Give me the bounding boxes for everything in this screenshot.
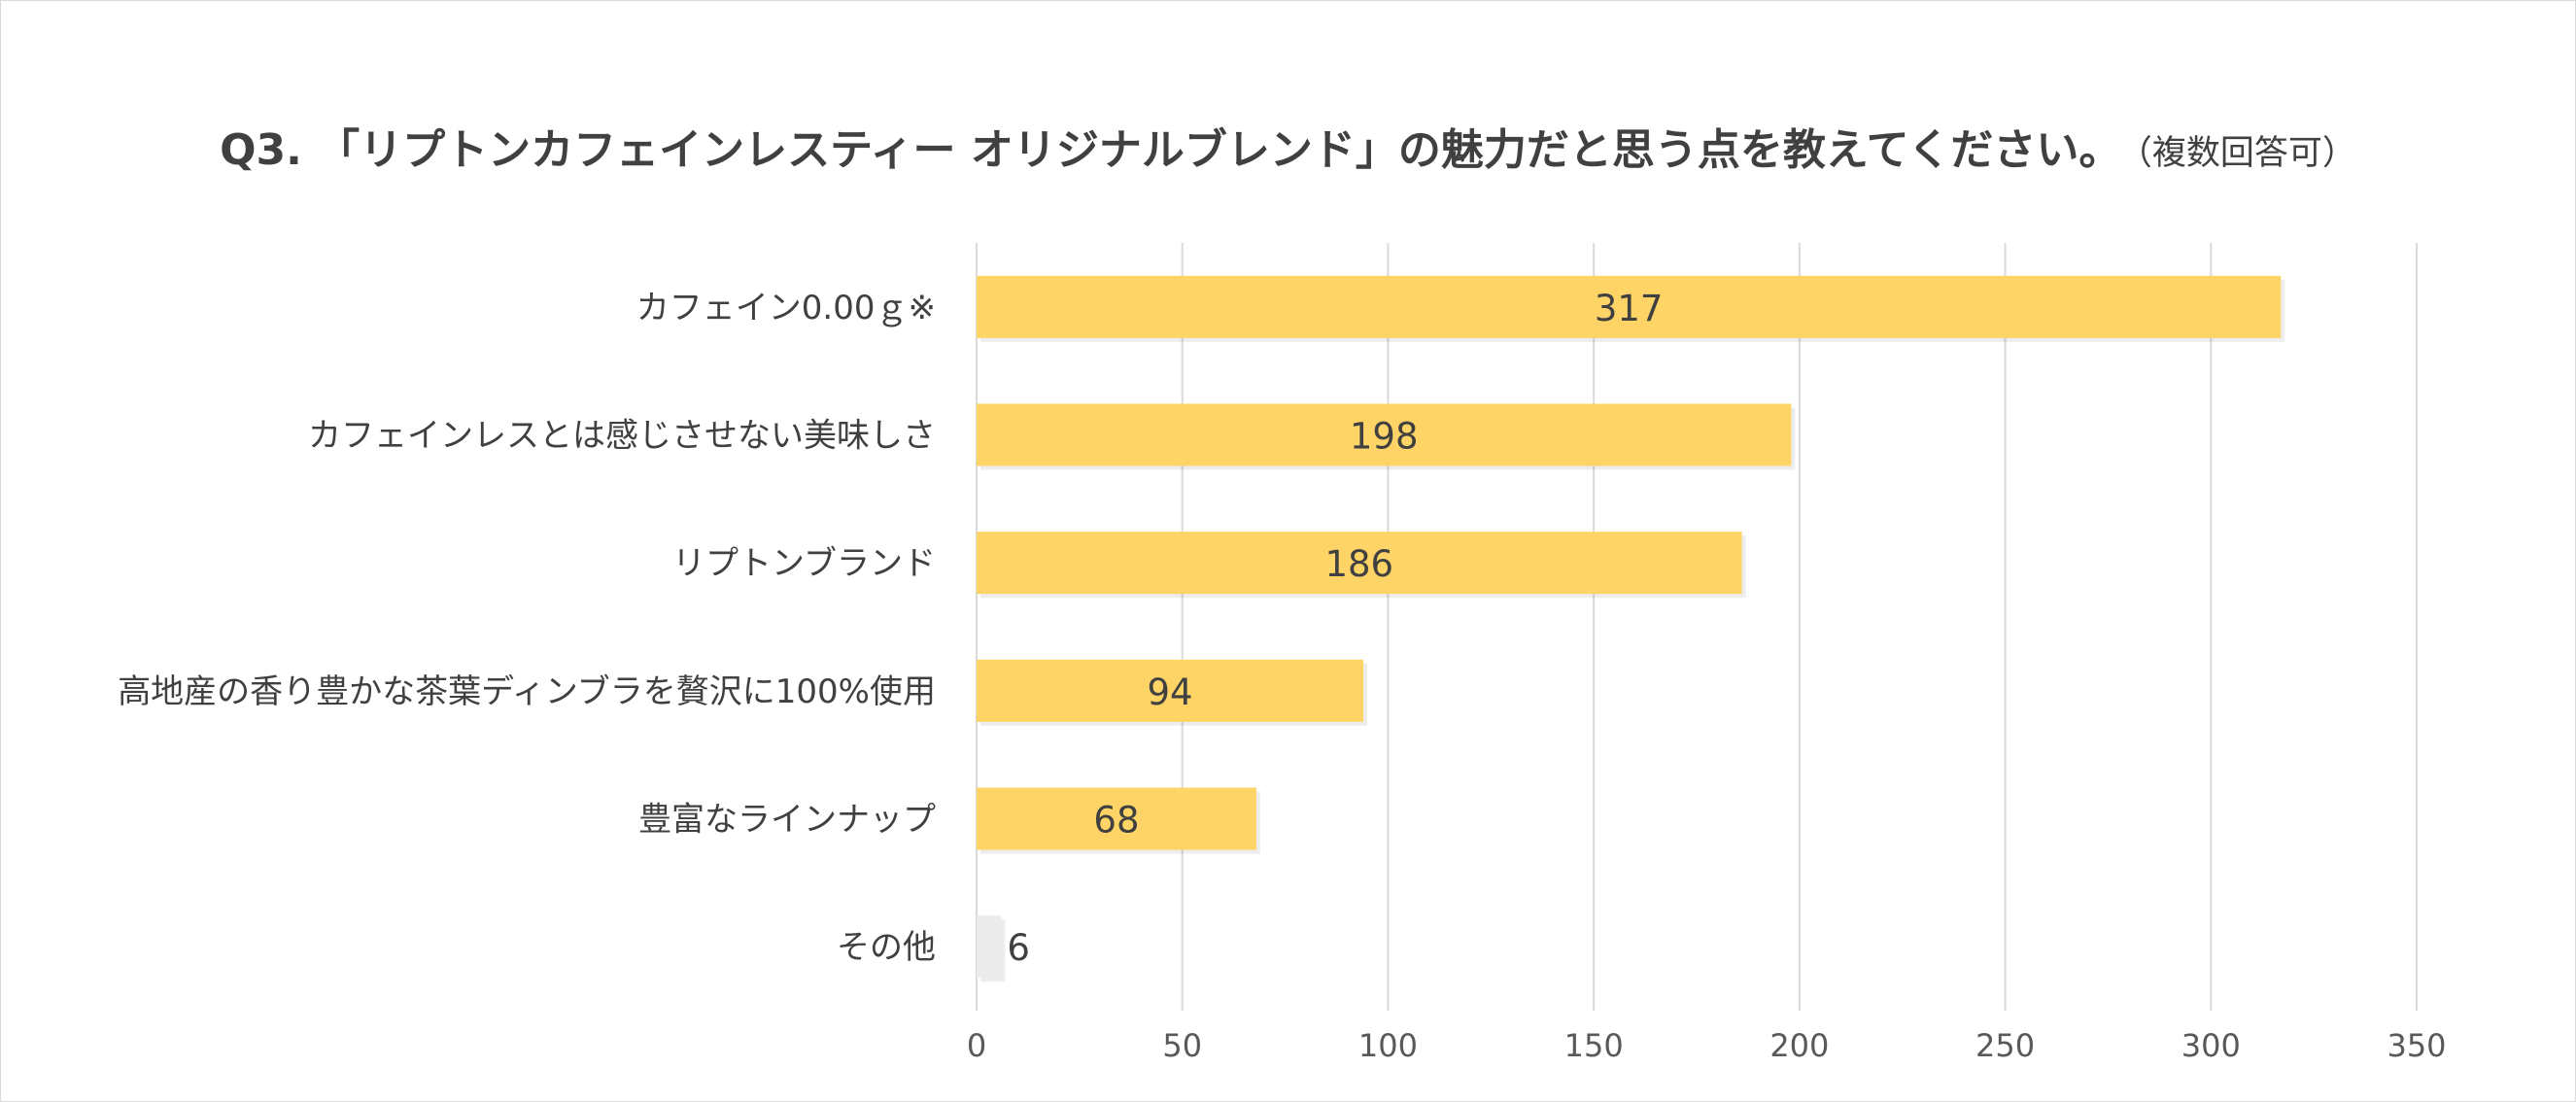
value-label: 186 — [1324, 543, 1393, 585]
x-tick-label: 300 — [2181, 1027, 2241, 1064]
category-label: リプトンブランド — [672, 544, 936, 583]
bar-4 — [977, 787, 1256, 850]
bars — [977, 275, 2285, 982]
bar-3 — [977, 659, 1364, 722]
category-label: カフェインレスとは感じさせない美味しさ — [308, 417, 936, 456]
x-tick-label: 350 — [2387, 1027, 2446, 1064]
category-label: 高地産の香り豊かな茶葉ディンブラを贅沢に100%使用 — [118, 672, 936, 711]
bar-0 — [977, 275, 2282, 338]
value-label: 317 — [1595, 288, 1664, 329]
chart-subtitle: （複数回答可） — [2135, 134, 2356, 173]
category-label: その他 — [837, 928, 936, 967]
chart-title-row: Q3. 「リプトンカフェインレスティー オリジナルブレンド」の魅力だと思う点を教… — [0, 115, 2576, 177]
x-tick-label: 200 — [1769, 1027, 1829, 1064]
chart-title: Q3. 「リプトンカフェインレスティー オリジナルブレンド」の魅力だと思う点を教… — [220, 125, 2122, 175]
value-label: 94 — [1147, 672, 1192, 713]
x-tick-label: 150 — [1564, 1027, 1624, 1064]
value-label: 68 — [1093, 800, 1139, 842]
value-label: 6 — [1007, 927, 1030, 969]
bar-2 — [977, 532, 1742, 595]
bar-5 — [977, 915, 1002, 979]
value-label: 198 — [1350, 416, 1419, 458]
category-label: カフェイン0.00ｇ※ — [636, 289, 936, 327]
x-tick-label: 50 — [1162, 1027, 1202, 1064]
gridlines — [976, 243, 2418, 1011]
x-tick-label: 100 — [1358, 1027, 1418, 1064]
x-tick-label: 250 — [1975, 1027, 2035, 1064]
category-label: 豊富なラインナップ — [638, 801, 936, 840]
labels: 0 50 100 150 200 250 300 350 カフェイン0.00ｇ※ 317 カフェイン… — [118, 288, 2446, 1064]
bar-1 — [977, 403, 1792, 466]
x-tick-label: 0 — [967, 1027, 986, 1064]
